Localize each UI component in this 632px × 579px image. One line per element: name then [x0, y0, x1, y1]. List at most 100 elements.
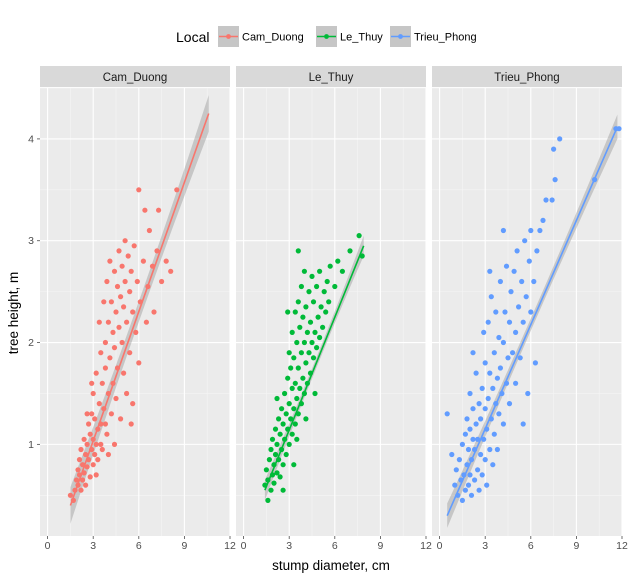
data-point	[327, 263, 333, 269]
data-point	[506, 319, 513, 325]
data-point	[300, 375, 306, 381]
data-point	[269, 436, 276, 442]
data-point	[528, 309, 534, 315]
data-point	[108, 299, 114, 305]
y-tick-label: 1	[28, 439, 34, 451]
legend-label: Cam_Duong	[242, 32, 304, 44]
data-point	[323, 309, 329, 315]
data-point	[557, 136, 563, 142]
data-point	[86, 421, 92, 427]
x-tick-label: 9	[573, 540, 579, 552]
data-point	[513, 329, 519, 335]
data-point	[268, 487, 274, 493]
data-point	[286, 441, 292, 447]
data-point	[490, 462, 496, 468]
data-point	[142, 207, 148, 213]
data-point	[159, 278, 165, 285]
data-point	[505, 355, 511, 361]
facet-panel: Trieu_Phong 0 3 6 9 12	[432, 66, 628, 552]
data-point	[119, 339, 125, 346]
data-point	[298, 283, 304, 290]
data-point	[128, 268, 134, 274]
data-point	[128, 421, 134, 427]
data-point	[476, 487, 482, 493]
data-point	[488, 294, 494, 300]
data-point	[467, 390, 473, 397]
data-point	[104, 278, 110, 285]
data-point	[272, 426, 279, 432]
data-point	[306, 350, 312, 356]
data-point	[500, 227, 506, 234]
data-point	[266, 457, 272, 463]
data-point	[136, 360, 142, 366]
data-point	[315, 314, 321, 320]
data-point	[116, 324, 122, 330]
data-point	[146, 227, 152, 234]
y-axis-title: tree height, m	[6, 272, 21, 355]
data-point	[87, 474, 93, 480]
data-point	[265, 497, 271, 503]
data-point	[102, 339, 108, 346]
panel-background	[432, 88, 622, 536]
data-point	[107, 258, 113, 264]
x-tick-label: 12	[420, 540, 432, 552]
data-point	[75, 467, 81, 473]
data-point	[462, 487, 468, 493]
data-point	[531, 278, 537, 285]
data-point	[520, 319, 526, 325]
data-point	[522, 238, 528, 244]
data-point	[122, 278, 128, 285]
facet-panel: Le_Thuy 0 3 6 9 12	[236, 66, 432, 552]
data-point	[101, 299, 107, 305]
data-point	[96, 319, 102, 325]
data-point	[96, 401, 102, 407]
data-point	[140, 258, 146, 264]
data-point	[481, 436, 487, 442]
data-point	[127, 289, 133, 295]
data-point	[92, 451, 98, 458]
data-point	[90, 390, 96, 397]
data-point	[127, 350, 133, 356]
x-tick-label: 3	[286, 540, 292, 552]
data-point	[307, 319, 314, 325]
data-point	[301, 339, 307, 346]
data-point	[268, 446, 274, 453]
data-point	[83, 482, 89, 488]
data-point	[496, 411, 502, 417]
data-point	[514, 248, 520, 254]
data-point	[479, 385, 485, 391]
data-point	[99, 446, 105, 453]
data-point	[300, 314, 306, 320]
facet-strip-label: Cam_Duong	[103, 72, 168, 84]
x-tick-label: 3	[90, 540, 96, 552]
data-point	[470, 406, 476, 412]
data-point	[291, 406, 297, 412]
data-point	[537, 227, 543, 234]
data-point	[317, 268, 323, 274]
data-point	[549, 197, 555, 203]
facet-strip-label: Trieu_Phong	[494, 72, 559, 84]
data-point	[78, 487, 84, 493]
data-point	[285, 309, 291, 315]
data-point	[286, 350, 292, 356]
data-point	[494, 375, 500, 381]
data-point	[309, 339, 315, 346]
data-point	[482, 360, 488, 366]
data-point	[496, 334, 502, 341]
facet-strip-label: Le_Thuy	[309, 72, 354, 84]
data-point	[468, 492, 475, 498]
data-point	[78, 446, 84, 453]
data-point	[312, 390, 318, 397]
data-point	[163, 258, 169, 264]
data-point	[116, 248, 122, 254]
data-point	[456, 457, 462, 463]
data-point	[459, 441, 465, 447]
data-point	[485, 319, 491, 325]
data-point	[130, 401, 136, 407]
data-point	[274, 395, 280, 402]
x-axis-title: stump diameter, cm	[272, 558, 390, 573]
data-point	[318, 304, 324, 310]
data-point	[93, 472, 99, 478]
